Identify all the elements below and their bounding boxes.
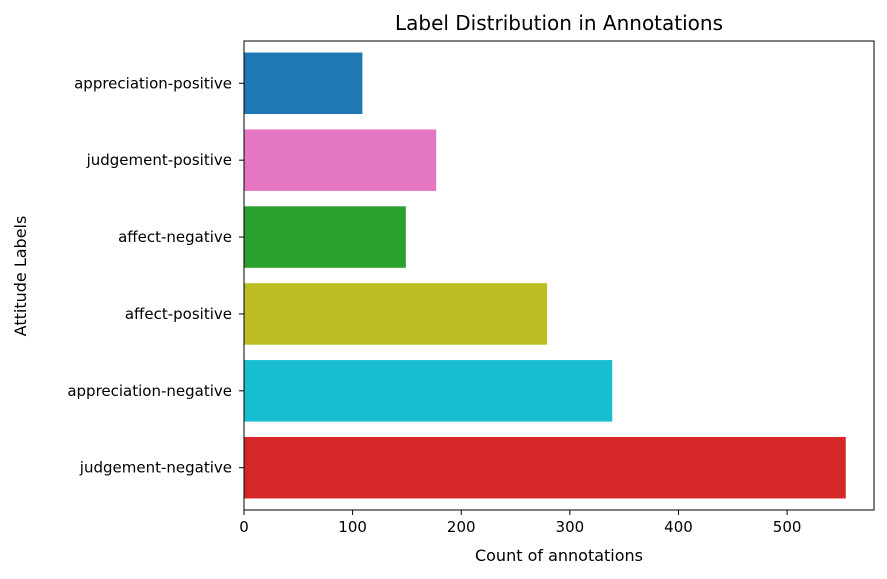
y-tick-label: affect-negative — [118, 228, 232, 246]
bar-appreciation-negative — [244, 360, 613, 422]
y-tick-label: appreciation-negative — [67, 382, 232, 400]
y-ticks-group: judgement-negative appreciation-negative a… — [67, 74, 244, 477]
x-tick-label: 400 — [664, 518, 693, 536]
x-tick-label: 0 — [239, 518, 249, 536]
y-tick-label: appreciation-positive — [74, 74, 232, 92]
x-axis-label: Count of annotations — [475, 546, 643, 565]
plot-frame — [243, 40, 875, 511]
bar-affect-positive — [244, 283, 548, 345]
bar-appreciation-positive — [244, 52, 363, 115]
y-axis-label: Attitude Labels — [11, 216, 30, 337]
y-tick-label: judgement-positive — [86, 151, 232, 169]
bar-judgement-negative — [244, 436, 846, 499]
x-tick-label: 300 — [556, 518, 585, 536]
bar-affect-negative — [244, 206, 406, 268]
x-tick-label: 500 — [773, 518, 802, 536]
x-ticks-group: 0 100 200 300 400 500 — [239, 510, 801, 536]
y-tick-label: affect-positive — [125, 305, 232, 323]
x-tick-label: 200 — [447, 518, 476, 536]
x-tick-label: 100 — [338, 518, 367, 536]
bar-judgement-positive — [244, 129, 437, 191]
chart-title: Label Distribution in Annotations — [395, 11, 723, 35]
bars-group — [244, 52, 846, 499]
y-tick-label: judgement-negative — [79, 459, 232, 477]
